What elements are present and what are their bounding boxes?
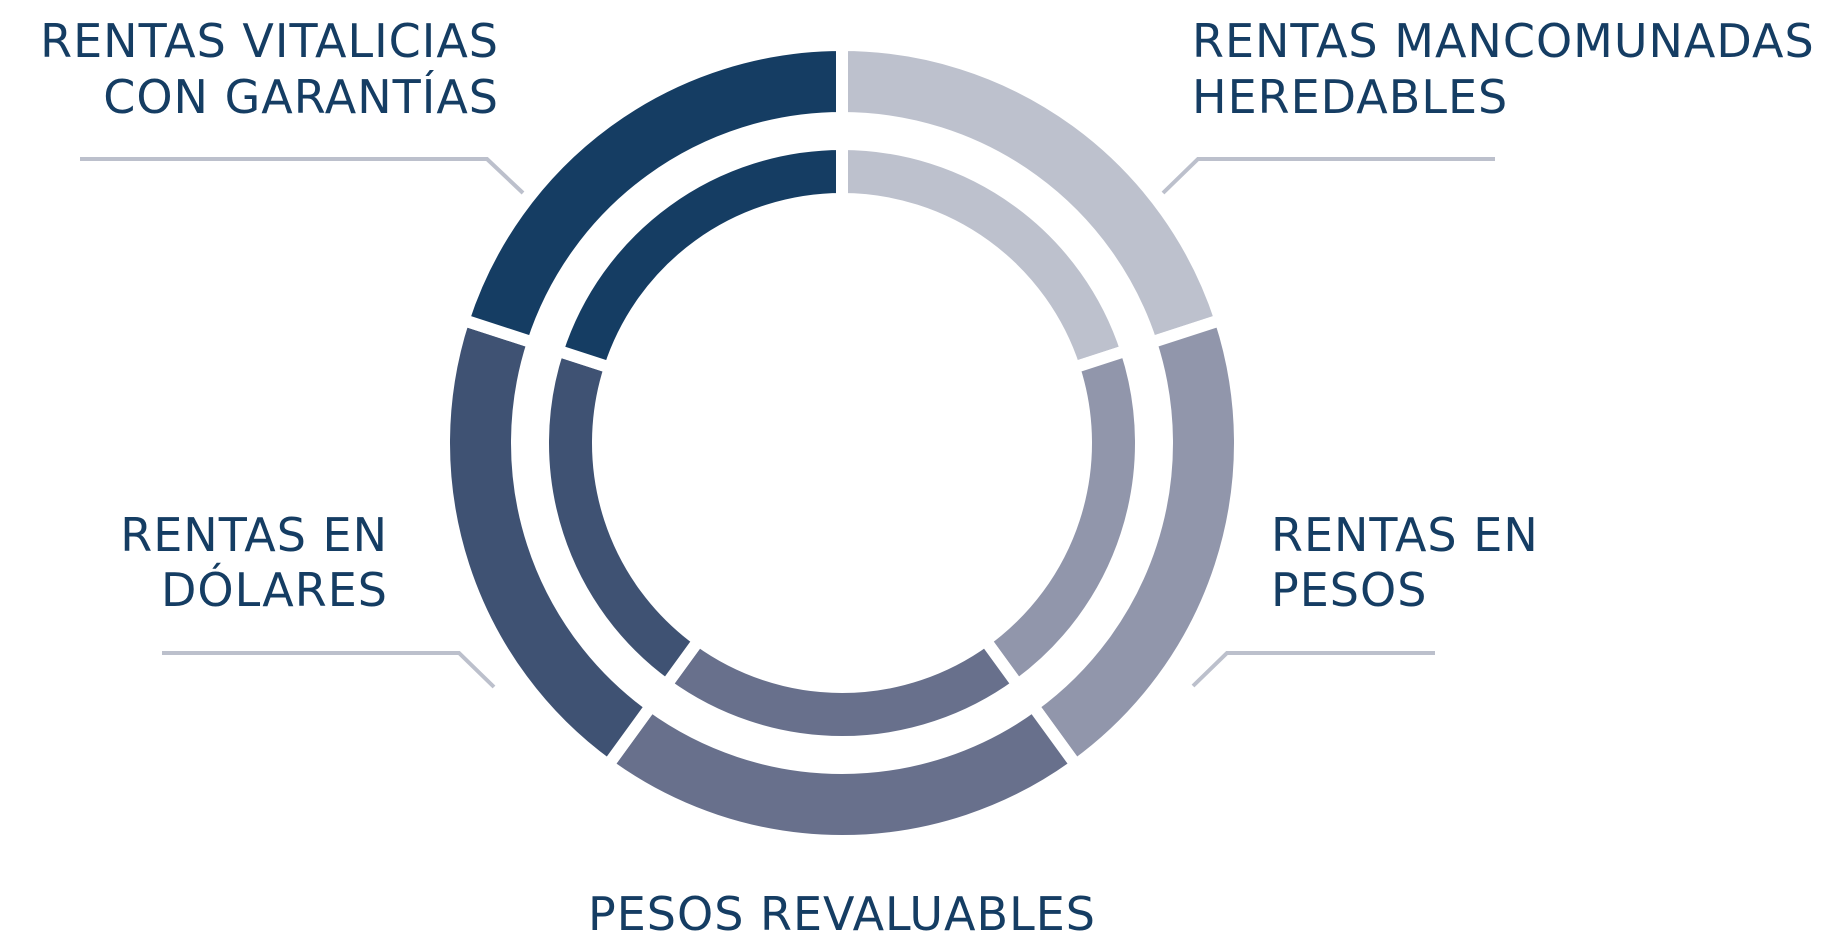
leader-line [1161, 157, 1495, 195]
label: RENTAS EN [1271, 508, 1539, 562]
donut [438, 38, 1246, 847]
ring-segment [455, 38, 848, 351]
label: PESOS [1271, 563, 1427, 617]
leader-line [80, 157, 525, 195]
leader-line [162, 651, 496, 689]
label: RENTAS EN [120, 508, 388, 562]
label: DÓLARES [161, 563, 388, 617]
label: CON GARANTÍAS [103, 70, 499, 124]
label: PESOS REVALUABLES [588, 887, 1096, 941]
label: HEREDABLES [1192, 70, 1508, 124]
ring-segment [550, 137, 848, 376]
ring-segment [657, 632, 1027, 748]
leader-lines [80, 157, 1495, 689]
label: RENTAS MANCOMUNADAS [1192, 14, 1815, 68]
leader-line [1191, 651, 1435, 688]
label: RENTAS VITALICIAS [40, 14, 499, 68]
